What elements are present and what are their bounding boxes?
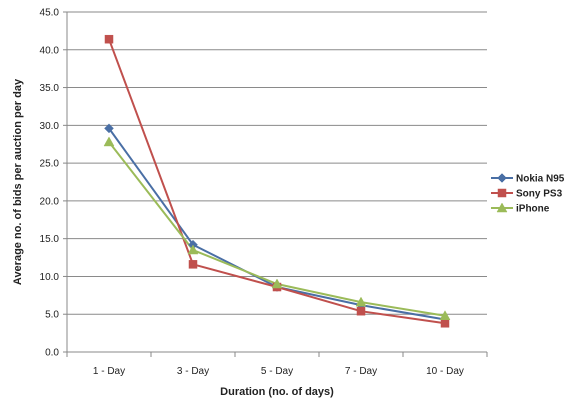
y-tick-label: 20.0 [40, 196, 60, 207]
data-point-iphone [103, 136, 115, 147]
data-point-iphone [271, 278, 283, 289]
x-axis-title: Duration (no. of days) [220, 386, 334, 398]
x-tick-labels: 1 - Day 3 - Day 5 - Day 7 - Day 10 - Day [93, 366, 464, 377]
x-tick-label: 3 - Day [177, 366, 209, 377]
y-tick-labels: 0.0 5.0 10.0 15.0 20.0 25.0 30.0 35.0 40.0 45.0 [40, 8, 60, 359]
legend-label-iphone: iPhone [516, 204, 550, 215]
data-point-sony-ps3 [356, 306, 366, 316]
legend-marker-iphone [496, 202, 508, 213]
y-tick-label: 0.0 [45, 348, 59, 359]
y-tick-label: 10.0 [40, 272, 60, 283]
data-point-nokia-n95 [104, 123, 114, 134]
y-tick-label: 35.0 [40, 83, 60, 94]
legend: Nokia N95 Sony PS3 iPhone [491, 173, 565, 215]
x-tick-label: 7 - Day [345, 366, 377, 377]
x-tick-label: 1 - Day [93, 366, 125, 377]
gridlines [63, 11, 488, 357]
legend-label-sony-ps3: Sony PS3 [516, 189, 563, 200]
data-point-sony-ps3 [188, 260, 198, 269]
legend-marker-nokia-n95 [497, 173, 507, 183]
data-point-iphone [355, 296, 367, 307]
legend-label-nokia-n95: Nokia N95 [516, 174, 565, 185]
data-point-sony-ps3 [104, 34, 114, 44]
legend-marker-sony-ps3 [497, 188, 507, 198]
y-tick-label: 45.0 [40, 8, 60, 19]
y-tick-label: 15.0 [40, 234, 60, 245]
y-axis-title: Average no. of bids per auction per day [12, 78, 24, 285]
x-tick-label: 10 - Day [426, 366, 464, 377]
data-point-iphone [187, 244, 199, 255]
y-tick-label: 5.0 [45, 310, 59, 321]
data-point-iphone [439, 310, 451, 320]
y-tick-label: 40.0 [40, 45, 60, 56]
axes [66, 12, 487, 353]
series-markers [103, 34, 451, 328]
y-tick-label: 30.0 [40, 121, 60, 132]
y-tick-label: 25.0 [40, 159, 60, 170]
data-point-sony-ps3 [440, 319, 450, 328]
x-tick-label: 5 - Day [261, 366, 293, 377]
